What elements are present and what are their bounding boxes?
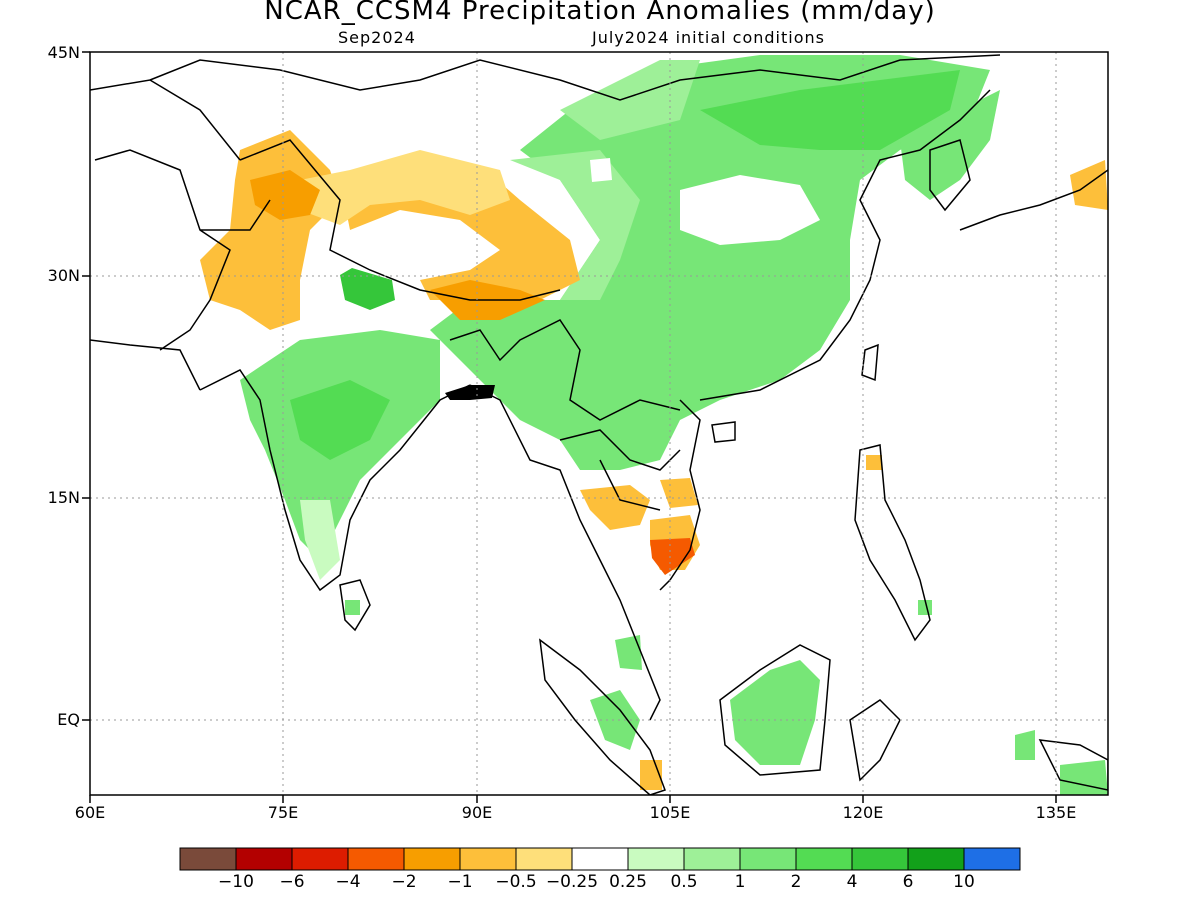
- lon-label-135e: 135E: [1035, 803, 1077, 822]
- coastlines: [90, 54, 1108, 795]
- dry-region-japan: [1070, 160, 1108, 210]
- border-bangladesh-myanmar: [449, 319, 681, 421]
- border-southeast-asia: [559, 429, 681, 511]
- green-region-borneo: [730, 660, 820, 765]
- colorbar-swatch: [571, 847, 629, 871]
- lon-label-75e: 75E: [267, 803, 299, 822]
- coastline-japan: [959, 169, 1108, 231]
- valid-month-label: Sep2024: [338, 28, 416, 47]
- colorbar-swatch: [795, 847, 853, 871]
- coastline-taiwan: [861, 343, 879, 382]
- colorbar-label: 6: [902, 872, 914, 892]
- green-region-korea: [900, 90, 1000, 200]
- lightgreen-fringe-india: [300, 500, 340, 580]
- border-iran-afghanistan: [94, 149, 271, 351]
- lightgreen-fringe-tibet: [510, 150, 640, 300]
- axis-ticks: [82, 51, 1057, 803]
- dry-region-yellow-tibet: [300, 150, 510, 225]
- colorbar: [179, 847, 1021, 871]
- lon-label-105e: 105E: [649, 803, 691, 822]
- colorbar-label: −4: [335, 872, 361, 892]
- coastline-sumatra: [539, 638, 666, 795]
- green-region-newguinea: [1060, 760, 1108, 795]
- dry-region-thailand: [580, 485, 650, 530]
- colorbar-label: 10: [953, 872, 975, 892]
- colorbar-swatch: [963, 847, 1021, 871]
- colorbar-swatch: [515, 847, 573, 871]
- coastline-borneo: [719, 644, 831, 776]
- colorbar-label: 0.5: [670, 872, 698, 892]
- colorbar-label: 4: [846, 872, 858, 892]
- colorbar-swatch: [347, 847, 405, 871]
- colorbar-swatch: [907, 847, 965, 871]
- colorbar-label: 1: [734, 872, 746, 892]
- green-region-sumatra: [590, 690, 640, 750]
- neutral-region-china: [680, 175, 820, 245]
- darkgreen-ring-nepal: [340, 268, 395, 310]
- lat-label-15n: 15N: [47, 488, 80, 507]
- lat-label-eq: EQ: [57, 710, 80, 729]
- colorbar-swatch: [851, 847, 909, 871]
- lon-label-60e: 60E: [74, 803, 106, 822]
- green-region-srilanka: [345, 600, 360, 615]
- bay-of-bengal-shoreline: [445, 385, 495, 400]
- initial-conditions-label: July2024 initial conditions: [592, 28, 825, 47]
- dry-region-laos: [660, 478, 698, 508]
- lat-label-30n: 30N: [47, 266, 80, 285]
- dry-region-luzon: [866, 455, 882, 470]
- green-region-malaya: [615, 635, 642, 670]
- dry-region-cambodia-core: [650, 538, 695, 575]
- colorbar-label: −0.5: [495, 872, 537, 892]
- coastline-newguinea: [1038, 739, 1108, 791]
- colorbar-swatch: [459, 847, 517, 871]
- gridlines: [90, 52, 1108, 795]
- colorbar-swatch: [683, 847, 741, 871]
- colorbar-swatch: [403, 847, 461, 871]
- dry-region-kashmir: [250, 170, 320, 220]
- lightgreen-fringe-mongolia: [560, 60, 700, 140]
- colorbar-label: −10: [218, 872, 254, 892]
- colorbar-swatch: [179, 847, 237, 871]
- lon-label-90e: 90E: [461, 803, 493, 822]
- coastline-indochina: [469, 384, 661, 721]
- map-title: NCAR_CCSM4 Precipitation Anomalies (mm/d…: [264, 0, 936, 26]
- colorbar-label: 0.25: [609, 872, 647, 892]
- colorbar-label: 2: [790, 872, 802, 892]
- anomaly-field: [90, 54, 1108, 795]
- coastline-srilanka: [339, 579, 371, 632]
- colorbar-swatch: [739, 847, 797, 871]
- colorbar-label: −2: [391, 872, 417, 892]
- coastline-korea: [929, 139, 971, 212]
- lon-label-120e: 120E: [842, 803, 884, 822]
- neutral-region-mongolia: [590, 158, 612, 182]
- colorbar-swatch: [235, 847, 293, 871]
- border-himalaya: [239, 139, 561, 301]
- darkgreen-core-india: [290, 380, 390, 460]
- coastline-sulawesi: [849, 699, 901, 782]
- colorbar-label: −6: [279, 872, 305, 892]
- map-frame: [89, 51, 1109, 796]
- colorbar-swatch: [627, 847, 685, 871]
- coastline-china: [699, 89, 991, 401]
- coastline-philippines: [854, 444, 931, 642]
- coastline-hainan: [711, 421, 736, 443]
- colorbar-swatch: [291, 847, 349, 871]
- border-centralasia: [90, 54, 1001, 161]
- colorbar-label: −1: [447, 872, 473, 892]
- lat-label-45n: 45N: [47, 43, 80, 62]
- darkgreen-core-china: [700, 70, 960, 150]
- coastline-arabia-pakistan: [90, 339, 201, 391]
- colorbar-label: −0.25: [545, 872, 599, 892]
- green-region-sulawesi: [1015, 730, 1035, 760]
- coastline-india: [199, 369, 471, 592]
